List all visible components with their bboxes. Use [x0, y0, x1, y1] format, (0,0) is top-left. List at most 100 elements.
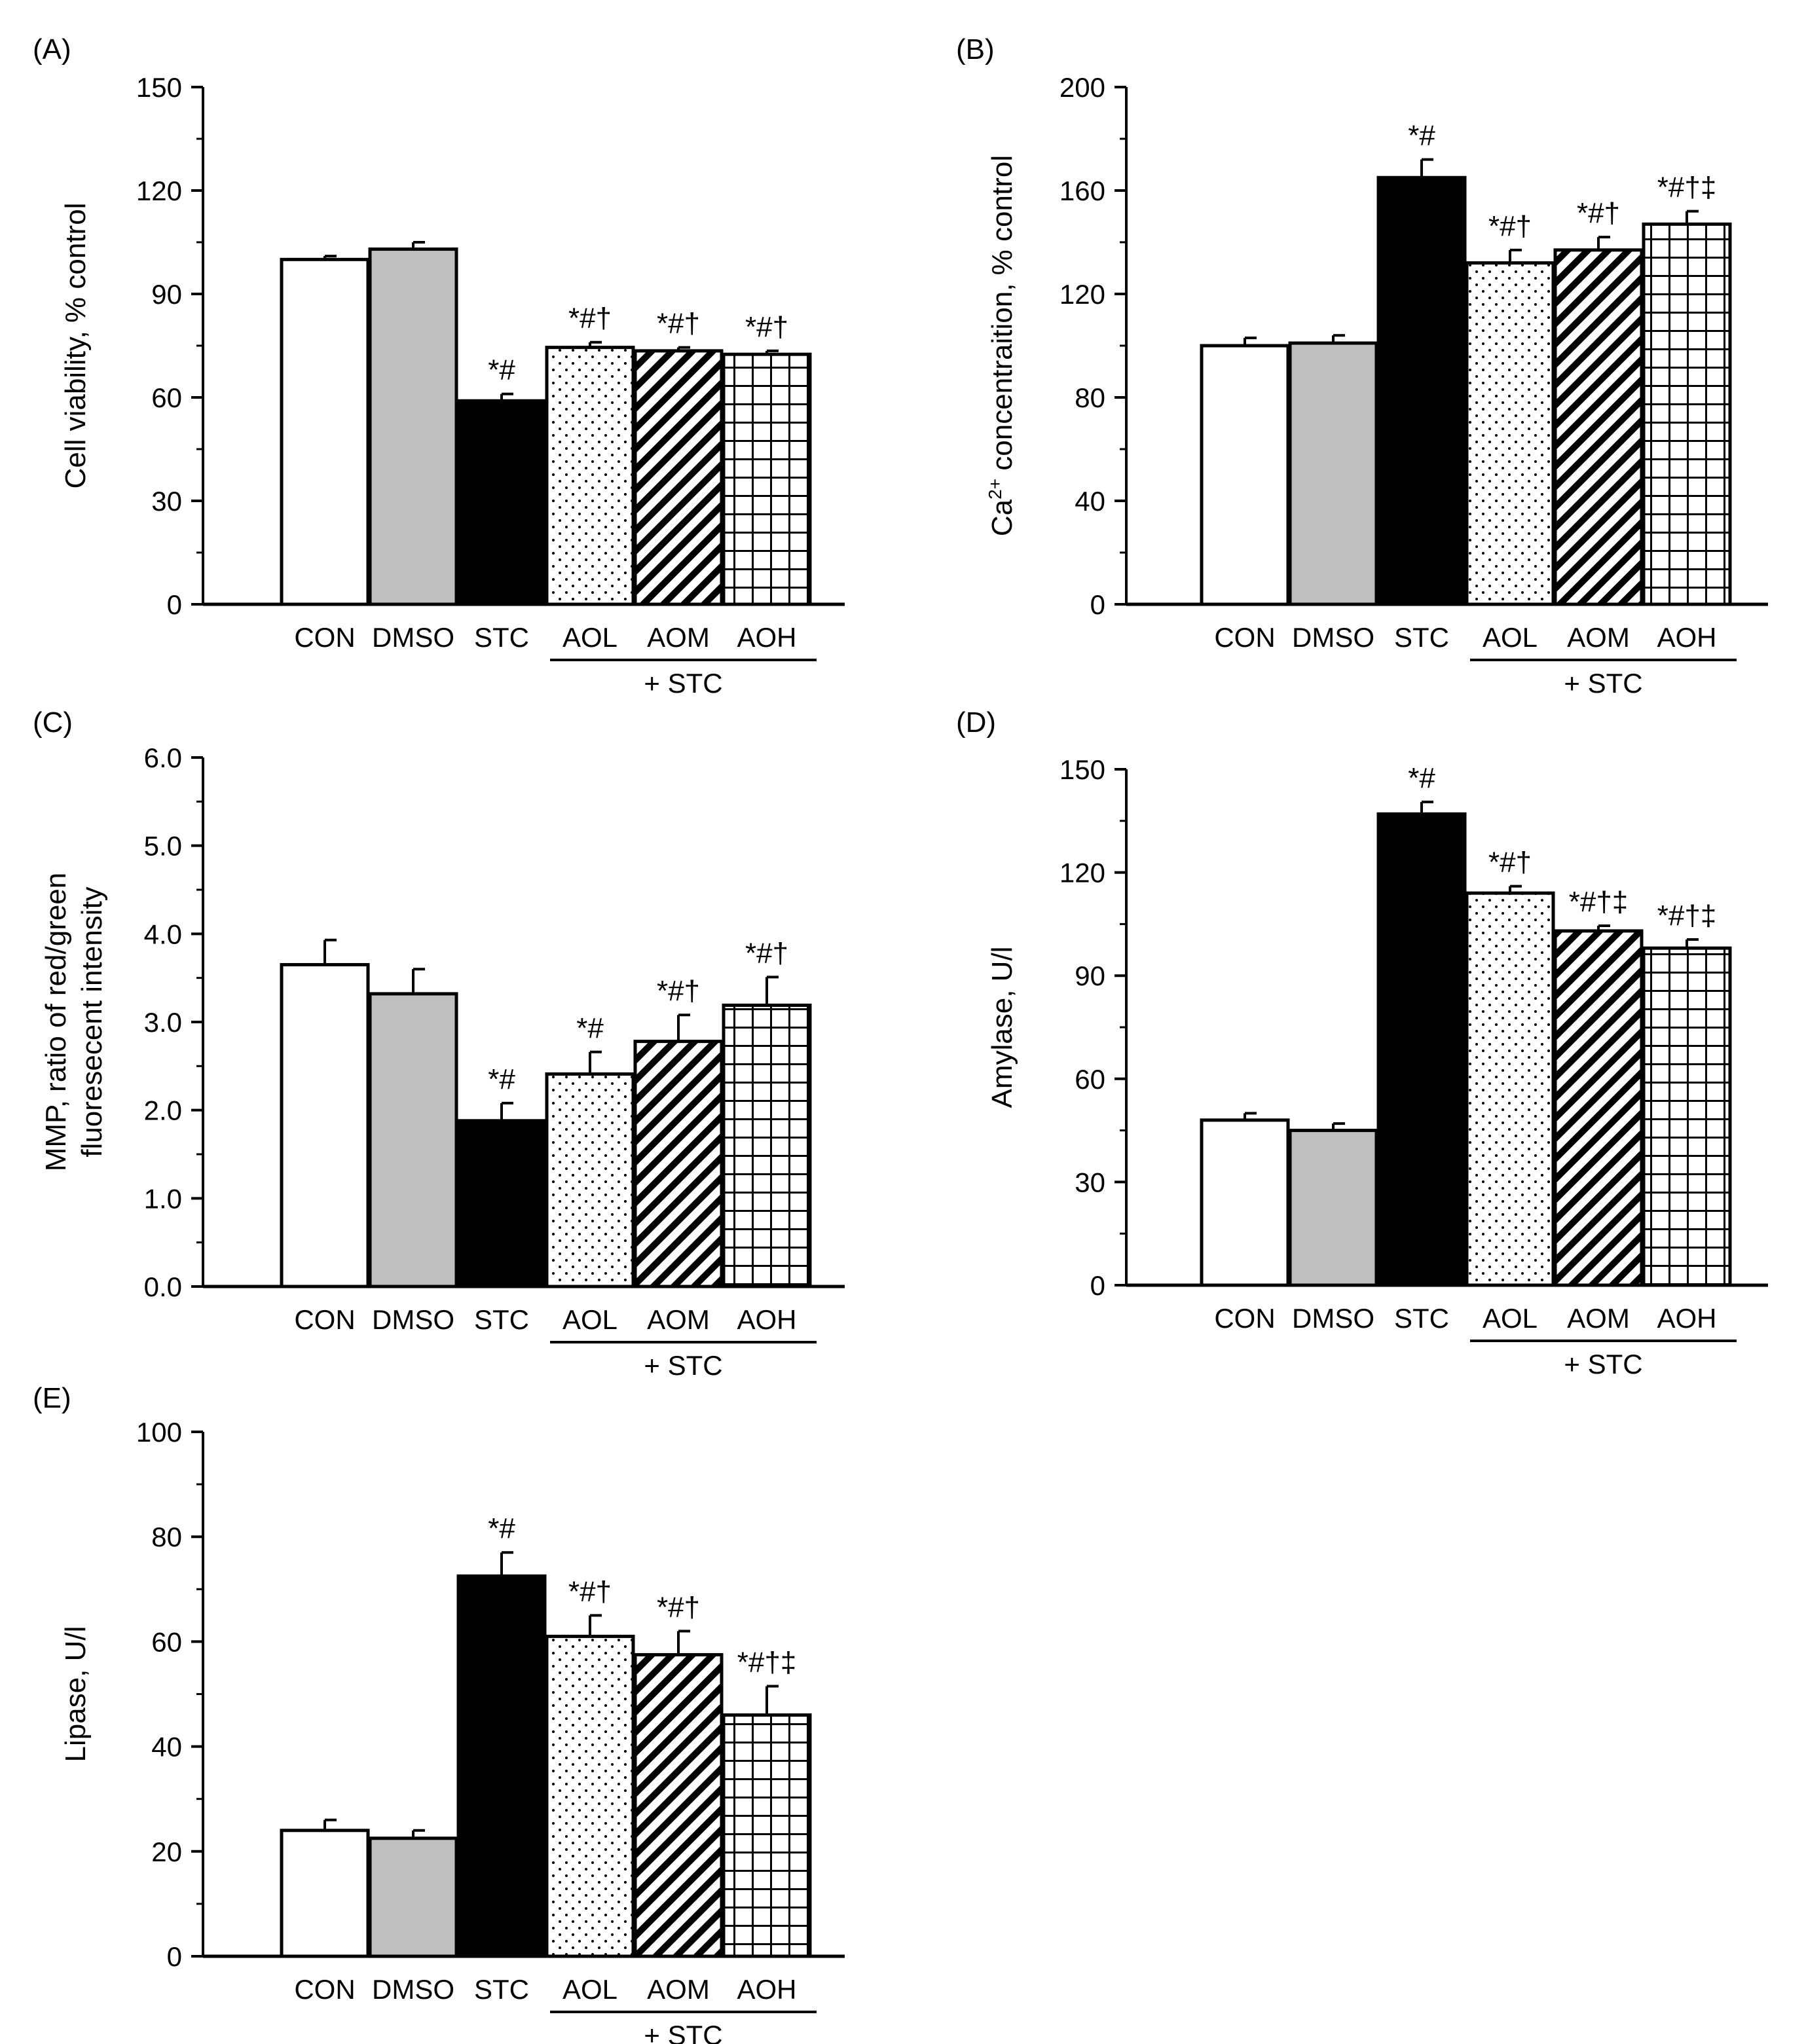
significance-label: *#†: [1488, 210, 1532, 242]
group-label: + STC: [644, 668, 722, 699]
y-axis-title: MMP, ratio of red/green: [40, 873, 72, 1172]
y-tick-label: 120: [1060, 279, 1105, 310]
y-tick-label: 60: [151, 382, 182, 413]
significance-label: *#†: [1577, 197, 1620, 229]
significance-label: *#†: [745, 311, 788, 343]
category-label: AOM: [647, 1304, 710, 1335]
group-label: + STC: [1564, 1349, 1642, 1379]
bar-stc: [1376, 175, 1467, 606]
bar-aom: [633, 1040, 724, 1288]
bar-dmso: [368, 247, 458, 606]
y-tick-label: 80: [151, 1522, 182, 1552]
category-label: AOH: [737, 1974, 796, 2005]
category-label: AOL: [562, 1304, 617, 1335]
significance-label: *#†‡: [737, 1646, 797, 1678]
y-tick-label: 0.0: [144, 1271, 182, 1302]
category-label: DMSO: [372, 1974, 454, 2005]
y-tick-label: 120: [1060, 858, 1105, 888]
y-tick-label: 1.0: [144, 1183, 182, 1214]
significance-label: *#: [576, 1012, 604, 1044]
significance-label: *#: [488, 1512, 515, 1544]
y-tick-label: 160: [1060, 175, 1105, 206]
y-tick-label: 0: [167, 589, 182, 620]
bar-aom: [633, 349, 724, 606]
category-label: AOH: [737, 1304, 796, 1335]
y-tick-label: 80: [1075, 382, 1105, 413]
category-label: CON: [1214, 1303, 1275, 1334]
category-label: AOL: [562, 622, 617, 653]
significance-label: *#: [1408, 762, 1435, 794]
y-axis-title-part: Ca: [986, 499, 1018, 536]
category-label: AOL: [1483, 1303, 1538, 1334]
group-label: + STC: [644, 2020, 722, 2044]
category-label: STC: [474, 1974, 529, 2005]
bar-con: [280, 257, 370, 606]
y-tick-label: 4.0: [144, 919, 182, 949]
category-label: STC: [1394, 1303, 1449, 1334]
bar-con: [280, 1829, 370, 1958]
y-tick-label: 60: [1075, 1064, 1105, 1095]
y-tick-label: 30: [151, 486, 182, 517]
panel-label: (E): [33, 1382, 71, 1414]
y-tick-label: 100: [136, 1417, 182, 1448]
bar-aoh: [722, 1003, 812, 1288]
y-tick-label: 40: [151, 1732, 182, 1762]
category-label: STC: [474, 1304, 529, 1335]
y-axis-title: Lipase, U/l: [60, 1626, 92, 1762]
y-tick-label: 0: [167, 1941, 182, 1972]
significance-label: *#: [1408, 120, 1435, 152]
bar-dmso: [1288, 1129, 1378, 1287]
bar-stc: [1376, 812, 1467, 1287]
y-axis-title: Cell viability, % control: [60, 203, 92, 489]
category-label: AOL: [1483, 622, 1538, 653]
y-tick-label: 90: [1075, 960, 1105, 991]
y-tick-label: 3.0: [144, 1007, 182, 1038]
group-label: + STC: [1564, 668, 1642, 699]
bar-dmso: [368, 992, 458, 1288]
significance-label: *#†: [745, 937, 788, 969]
y-axis-title-part: concentraition, % control: [986, 155, 1018, 479]
bar-dmso: [368, 1836, 458, 1958]
y-tick-label: 200: [1060, 72, 1105, 103]
bar-aoh: [1642, 946, 1732, 1287]
y-tick-label: 30: [1075, 1167, 1105, 1197]
y-tick-label: 0: [1090, 589, 1105, 620]
y-tick-label: 40: [1075, 486, 1105, 517]
bar-aoh: [722, 1713, 812, 1958]
y-axis-title: Amylase, U/l: [986, 947, 1018, 1108]
category-label: DMSO: [372, 1304, 454, 1335]
chart-panel-2: (B) 0 40 80 120 160 200 Ca2+ concentraition, % …: [956, 33, 1768, 699]
bar-dmso: [1288, 341, 1378, 606]
category-label: DMSO: [1292, 1303, 1374, 1334]
y-axis-title: Ca2+ concentraition, % control: [985, 155, 1018, 536]
bar-aom: [633, 1652, 724, 1958]
chart-panel-5: (E) 0 20 40 60 80 100 Lipase, U/l CON DMSO *# STC *#…: [33, 1382, 845, 2044]
y-tick-label: 90: [151, 279, 182, 310]
category-label: AOM: [647, 622, 710, 653]
category-label: AOH: [737, 622, 796, 653]
y-tick-label: 150: [1060, 754, 1105, 785]
significance-label: *#†: [657, 308, 700, 340]
y-axis-title-superscript: 2+: [985, 479, 1005, 500]
chart-panel-1: (A) 0 30 60 90 120 150 Cell viability, % contro…: [33, 33, 845, 699]
y-tick-label: 20: [151, 1836, 182, 1867]
bar-aol: [545, 346, 635, 606]
significance-label: *#†: [657, 1591, 700, 1623]
chart-panel-3: (C) 0.0 1.0 2.0 3.0 4.0 5.0 6.0 MMP, ratio of re…: [33, 706, 845, 1381]
panel-label: (C): [33, 706, 73, 739]
bar-aoh: [1642, 222, 1732, 606]
significance-label: *#†: [568, 1575, 612, 1607]
y-tick-label: 5.0: [144, 831, 182, 862]
category-label: CON: [294, 1304, 355, 1335]
significance-label: *#†‡: [1657, 172, 1717, 204]
y-tick-label: 0: [1090, 1270, 1105, 1301]
panel-label: (A): [33, 33, 71, 65]
bar-con: [280, 962, 370, 1288]
category-label: DMSO: [1292, 622, 1374, 653]
y-tick-label: 2.0: [144, 1095, 182, 1126]
y-axis-title-line2: fluoresecent intensity: [76, 886, 108, 1157]
bar-stc: [456, 399, 547, 606]
y-tick-label: 150: [136, 72, 182, 103]
significance-label: *#†‡: [1657, 900, 1717, 932]
bar-aol: [1465, 261, 1555, 606]
